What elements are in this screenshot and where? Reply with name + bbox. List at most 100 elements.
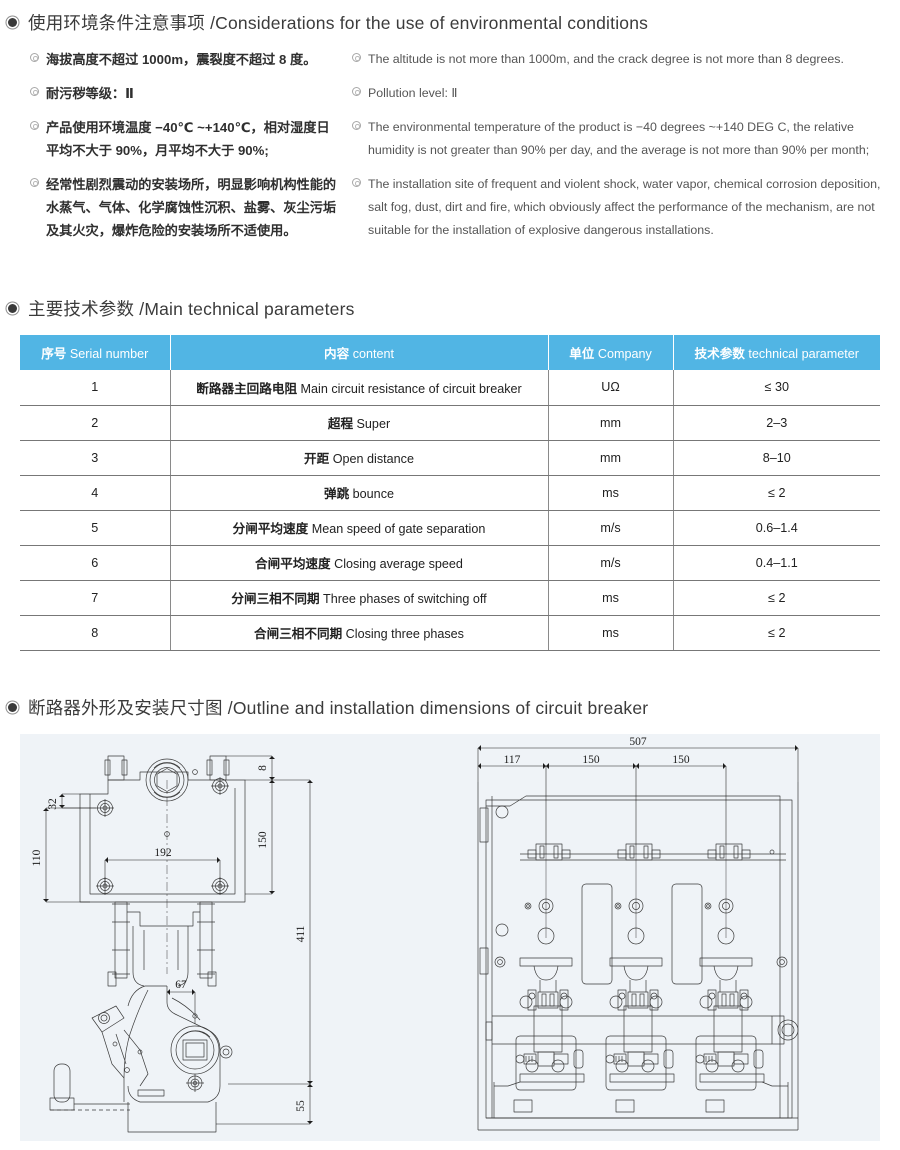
column-header-serial-cn: 序号 [41, 347, 67, 361]
cell-content-cn: 分闸平均速度 [232, 522, 309, 536]
cell-unit: m/s [548, 545, 674, 581]
column-header-serial: 序号 Serial number [20, 335, 171, 370]
considerations-columns: 海拔高度不超过 1000m，震裂度不超过 8 度。 耐污秽等级：Ⅱ 产品使用环境… [0, 48, 900, 253]
list-item-text: 海拔高度不超过 1000m，震裂度不超过 8 度。 [46, 52, 317, 67]
section-bullet-icon [8, 304, 17, 313]
cell-value: ≤ 2 [673, 475, 880, 511]
column-header-parameter-en: technical parameter [748, 347, 859, 361]
dim-label-150-b: 150 [672, 754, 690, 766]
table-row: 7 分闸三相不同期 Three phases of switching off … [20, 580, 880, 616]
list-item-text: The altitude is not more than 1000m, and… [368, 52, 844, 66]
cell-value: ≤ 2 [673, 580, 880, 616]
cell-value: ≤ 30 [673, 370, 880, 406]
list-item-text: 产品使用环境温度 −40℃ ~+140℃，相对湿度日平均不大于 90%，月平均不… [46, 120, 330, 158]
column-header-unit-en: Company [597, 347, 652, 361]
dimensions-title-cn: 断路器外形及安装尺寸图 [28, 698, 223, 718]
cell-content-cn: 合闸三相不同期 [254, 627, 343, 641]
left-drawing-side-view: 8 150 411 55 32 110 192 67 [31, 755, 313, 1133]
cell-content: 合闸平均速度 Closing average speed [170, 545, 549, 581]
dimension-drawing-panel: 8 150 411 55 32 110 192 67 [20, 734, 880, 1141]
cell-content: 超程 Super [170, 405, 549, 441]
list-item: The environmental temperature of the pro… [352, 116, 885, 162]
section-bullet-icon [8, 18, 17, 27]
parameters-heading: 主要技术参数 /Main technical parameters [0, 296, 900, 321]
cell-value: 8–10 [673, 440, 880, 476]
list-item-text: The installation site of frequent and vi… [368, 177, 881, 237]
considerations-section: 使用环境条件注意事项 /Considerations for the use o… [0, 10, 900, 253]
considerations-title-en: /Considerations for the use of environme… [210, 13, 649, 33]
dimensions-title: 断路器外形及安装尺寸图 /Outline and installation di… [28, 695, 648, 720]
considerations-heading: 使用环境条件注意事项 /Considerations for the use o… [0, 10, 900, 35]
parameters-title: 主要技术参数 /Main technical parameters [28, 296, 355, 321]
column-header-content: 内容 content [170, 335, 549, 370]
column-header-unit: 单位 Company [548, 335, 674, 370]
cell-content: 分闸三相不同期 Three phases of switching off [170, 580, 549, 616]
cell-serial: 8 [20, 615, 171, 651]
cell-content-en: Closing average speed [334, 557, 463, 571]
dim-label-8: 8 [257, 765, 269, 771]
section-bullet-icon [8, 703, 17, 712]
list-item: 耐污秽等级：Ⅱ [30, 82, 340, 105]
dim-label-32: 32 [47, 798, 59, 810]
cell-content: 分闸平均速度 Mean speed of gate separation [170, 510, 549, 546]
cell-content-cn: 合闸平均速度 [255, 557, 331, 571]
list-bullet-icon [352, 178, 361, 187]
cell-serial: 4 [20, 475, 171, 511]
parameters-table: 序号 Serial number 内容 content 单位 Company 技… [20, 335, 880, 651]
cell-unit: m/s [548, 510, 674, 546]
cell-serial: 5 [20, 510, 171, 546]
table-row: 2 超程 Super mm 2–3 [20, 405, 880, 441]
list-item: 产品使用环境温度 −40℃ ~+140℃，相对湿度日平均不大于 90%，月平均不… [30, 116, 340, 162]
dimensions-heading: 断路器外形及安装尺寸图 /Outline and installation di… [0, 695, 900, 720]
considerations-title-cn: 使用环境条件注意事项 [28, 13, 205, 33]
cell-content-en: Closing three phases [345, 627, 464, 641]
cell-content-en: Three phases of switching off [323, 592, 487, 606]
table-row: 4 弹跳 bounce ms ≤ 2 [20, 475, 880, 511]
list-item-text: The environmental temperature of the pro… [368, 120, 870, 157]
cell-content-en: Mean speed of gate separation [311, 522, 486, 536]
table-header-row: 序号 Serial number 内容 content 单位 Company 技… [20, 335, 880, 370]
cell-serial: 3 [20, 440, 171, 476]
column-header-unit-cn: 单位 [569, 347, 595, 361]
dimensions-section: 断路器外形及安装尺寸图 /Outline and installation di… [0, 695, 900, 1141]
dim-label-192: 192 [154, 847, 172, 859]
cell-serial: 1 [20, 370, 171, 406]
cell-content: 开距 Open distance [170, 440, 549, 476]
parameters-title-cn: 主要技术参数 [28, 299, 135, 319]
cell-content-en: Super [356, 417, 391, 431]
cell-unit: mm [548, 440, 674, 476]
cell-content-en: Main circuit resistance of circuit break… [300, 381, 522, 396]
parameters-table-wrapper: 序号 Serial number 内容 content 单位 Company 技… [0, 335, 900, 651]
list-item-text: Pollution level: Ⅱ [368, 86, 458, 100]
considerations-column-chinese: 海拔高度不超过 1000m，震裂度不超过 8 度。 耐污秽等级：Ⅱ 产品使用环境… [0, 48, 340, 253]
table-row: 6 合闸平均速度 Closing average speed m/s 0.4–1… [20, 545, 880, 581]
dim-label-117: 117 [504, 754, 521, 766]
cell-content-cn: 分闸三相不同期 [231, 592, 320, 606]
column-header-parameter-cn: 技术参数 [694, 347, 745, 361]
list-item: The altitude is not more than 1000m, and… [352, 48, 885, 71]
column-header-serial-en: Serial number [69, 347, 149, 361]
cell-content-cn: 超程 [327, 417, 354, 431]
dim-label-110: 110 [31, 849, 43, 866]
cell-content-en: bounce [352, 487, 394, 501]
list-bullet-icon [30, 178, 39, 187]
dim-label-411: 411 [295, 925, 307, 942]
table-row: 8 合闸三相不同期 Closing three phases ms ≤ 2 [20, 615, 880, 651]
list-item-text: 经常性剧烈震动的安装场所，明显影响机构性能的水蒸气、气体、化学腐蚀性沉积、盐雾、… [46, 177, 337, 238]
list-item: 经常性剧烈震动的安装场所，明显影响机构性能的水蒸气、气体、化学腐蚀性沉积、盐雾、… [30, 173, 340, 242]
list-bullet-icon [30, 121, 39, 130]
list-item-text: 耐污秽等级：Ⅱ [46, 86, 134, 101]
cell-unit: mm [548, 405, 674, 441]
dim-label-67: 67 [175, 979, 187, 991]
column-header-content-cn: 内容 [324, 347, 350, 361]
column-header-content-en: content [352, 347, 394, 361]
dim-label-150: 150 [257, 831, 269, 849]
cell-content: 断路器主回路电阻 Main circuit resistance of circ… [170, 370, 549, 406]
considerations-title: 使用环境条件注意事项 /Considerations for the use o… [28, 10, 648, 35]
dim-label-150-a: 150 [582, 754, 600, 766]
dimensions-title-en: /Outline and installation dimensions of … [227, 698, 649, 718]
dim-label-55: 55 [295, 1100, 307, 1112]
list-bullet-icon [30, 87, 39, 96]
table-row: 3 开距 Open distance mm 8–10 [20, 440, 880, 476]
table-row: 5 分闸平均速度 Mean speed of gate separation m… [20, 510, 880, 546]
